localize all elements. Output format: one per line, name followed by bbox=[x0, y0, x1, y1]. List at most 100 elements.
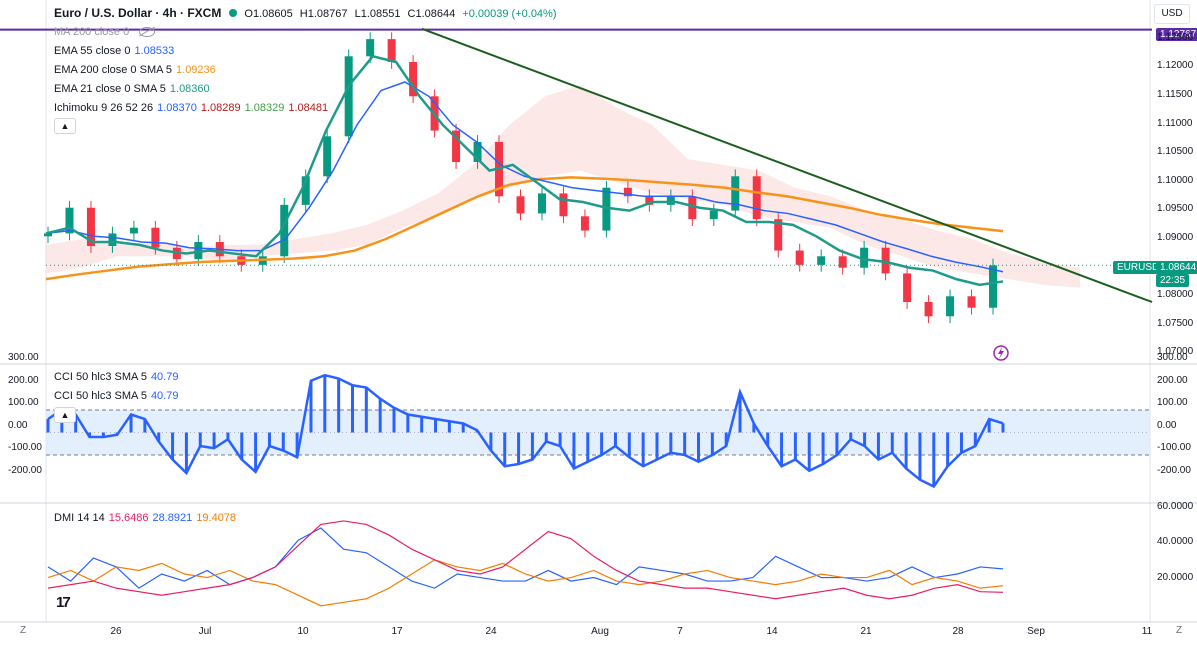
candle-body bbox=[409, 62, 418, 97]
candle-body bbox=[194, 242, 203, 260]
legend-ema55[interactable]: EMA 55 close 0 1.08533 bbox=[54, 44, 178, 58]
ema21-line bbox=[45, 54, 1004, 287]
candle-body bbox=[752, 176, 761, 220]
candle-body bbox=[559, 193, 568, 217]
ema200-value: 1.09236 bbox=[176, 64, 216, 76]
candle-body bbox=[366, 39, 375, 57]
price-tick-label: 1.07500 bbox=[1157, 317, 1194, 329]
countdown-tag: 22:35 bbox=[1156, 274, 1190, 287]
candle-body bbox=[924, 302, 933, 317]
cci-left-tick-label: 100.00 bbox=[8, 397, 39, 408]
legend-ichimoku[interactable]: Ichimoku 9 26 52 26 1.08370 1.08289 1.08329… bbox=[54, 101, 332, 115]
date-tick-label: Aug bbox=[591, 626, 609, 637]
currency-button[interactable]: USD bbox=[1154, 4, 1190, 24]
ichimoku-v4: 1.08481 bbox=[288, 102, 329, 114]
hidden-eye-icon[interactable] bbox=[139, 27, 156, 38]
candle-body bbox=[537, 193, 546, 214]
lightning-bolt-icon bbox=[998, 347, 1004, 359]
cci-tick-label: 200.00 bbox=[1157, 374, 1188, 386]
cci-tick-label: 300.00 bbox=[1157, 352, 1188, 363]
ema55-value: 1.08533 bbox=[134, 45, 175, 57]
symbol-header: Euro / U.S. Dollar · 4h · FXCM O1.08605 … bbox=[54, 6, 561, 21]
candle-body bbox=[645, 196, 654, 205]
zoom-left-button[interactable]: Z bbox=[20, 625, 27, 636]
market-open-icon bbox=[229, 9, 238, 18]
ema21-label: EMA 21 close 0 SMA 5 bbox=[54, 83, 166, 95]
candle-body bbox=[967, 296, 976, 308]
ohlc-low: L1.08551 bbox=[354, 8, 401, 20]
ema200-label: EMA 200 close 0 SMA 5 bbox=[54, 64, 173, 76]
candle-body bbox=[280, 204, 289, 257]
ema55-line bbox=[45, 81, 1004, 273]
date-tick-label: 24 bbox=[485, 626, 497, 637]
alert-lightning-icon bbox=[993, 345, 1009, 361]
hline-price-tag[interactable]: 1.12767 bbox=[1156, 28, 1197, 41]
last-price-tag: 1.08644 bbox=[1156, 261, 1197, 274]
price-tick-label: 1.10000 bbox=[1157, 174, 1194, 186]
cci1-label: CCI 50 hlc3 SMA 5 bbox=[54, 371, 147, 383]
dmi-plus-line bbox=[47, 527, 1004, 589]
ichimoku-v3: 1.08329 bbox=[244, 102, 285, 114]
cci-left-tick-label: -100.00 bbox=[8, 442, 42, 453]
collapse-legend-button[interactable]: ▲ bbox=[54, 118, 76, 134]
collapse-cci-button[interactable]: ▲ bbox=[54, 407, 76, 423]
candle-body bbox=[108, 233, 117, 246]
zoom-right-button[interactable]: Z bbox=[1176, 625, 1183, 636]
legend-ema200[interactable]: EMA 200 close 0 SMA 5 1.09236 bbox=[54, 63, 220, 77]
legend-cci-2[interactable]: CCI 50 hlc3 SMA 5 40.79 bbox=[54, 389, 182, 403]
legend-ma200[interactable]: MA 200 close 0 bbox=[54, 25, 159, 39]
cci1-value: 40.79 bbox=[150, 371, 179, 383]
date-tick-label: 11 bbox=[1141, 626, 1153, 637]
dmi-tick-label: 60.0000 bbox=[1157, 500, 1194, 512]
cci-tick-label: -100.00 bbox=[1157, 442, 1191, 453]
candle-body bbox=[580, 216, 589, 231]
date-tick-label: 28 bbox=[952, 626, 964, 637]
ma200-label: MA 200 close 0 bbox=[54, 26, 130, 38]
symbol-title[interactable]: Euro / U.S. Dollar · 4h · FXCM bbox=[54, 6, 222, 20]
date-tick-label: 7 bbox=[677, 626, 683, 637]
symbol-tag: EURUSD bbox=[1113, 261, 1164, 274]
cci-tick-label: -200.00 bbox=[1157, 464, 1191, 476]
candle-body bbox=[688, 196, 697, 220]
candle-body bbox=[989, 265, 997, 308]
ichimoku-cloud bbox=[46, 84, 1080, 288]
ichimoku-v2: 1.08289 bbox=[200, 102, 241, 114]
date-tick-label: 26 bbox=[110, 626, 122, 637]
date-tick-label: 21 bbox=[860, 626, 872, 637]
candle-body bbox=[838, 256, 847, 268]
cci2-value: 40.79 bbox=[150, 390, 179, 402]
ema21-value: 1.08360 bbox=[169, 83, 210, 95]
candle-body bbox=[344, 56, 353, 137]
candle-body bbox=[516, 196, 525, 214]
ohlc-open: O1.08605 bbox=[244, 8, 293, 20]
dmi-adx-line bbox=[47, 520, 1004, 600]
price-tick-label: 1.12500 bbox=[1157, 31, 1194, 43]
ohlc-close: C1.08644 bbox=[407, 8, 456, 20]
legend-cci-1[interactable]: CCI 50 hlc3 SMA 5 40.79 bbox=[54, 370, 182, 384]
candle-body bbox=[323, 136, 332, 177]
price-tick-label: 1.08000 bbox=[1157, 289, 1194, 300]
candle-body bbox=[795, 250, 804, 265]
cci-tick-label: 0.00 bbox=[1157, 419, 1177, 431]
tradingview-logo[interactable]: 17 bbox=[56, 594, 71, 611]
candle-body bbox=[86, 207, 95, 246]
cci-tick-label: 100.00 bbox=[1157, 397, 1188, 408]
price-tick-label: 1.07000 bbox=[1157, 346, 1194, 358]
candle-body bbox=[881, 247, 890, 274]
down-trendline bbox=[421, 27, 1153, 303]
candle-body bbox=[860, 247, 869, 268]
cci-left-tick-label: 300.00 bbox=[8, 352, 39, 363]
date-tick-label: 10 bbox=[297, 626, 309, 637]
candle-body bbox=[774, 219, 783, 251]
candle-body bbox=[387, 39, 396, 62]
legend-ema21[interactable]: EMA 21 close 0 SMA 5 1.08360 bbox=[54, 82, 214, 96]
candle-body bbox=[817, 256, 826, 265]
cci-left-tick-label: 0.00 bbox=[8, 419, 28, 431]
date-tick-label: 17 bbox=[391, 626, 403, 637]
dmi-minus-line bbox=[47, 559, 1004, 607]
ichimoku-label: Ichimoku 9 26 52 26 bbox=[54, 102, 154, 114]
candle-body bbox=[903, 273, 912, 302]
cci-left-tick-label: -200.00 bbox=[8, 464, 42, 476]
legend-dmi[interactable]: DMI 14 14 15.6486 28.8921 19.4078 bbox=[54, 511, 240, 525]
